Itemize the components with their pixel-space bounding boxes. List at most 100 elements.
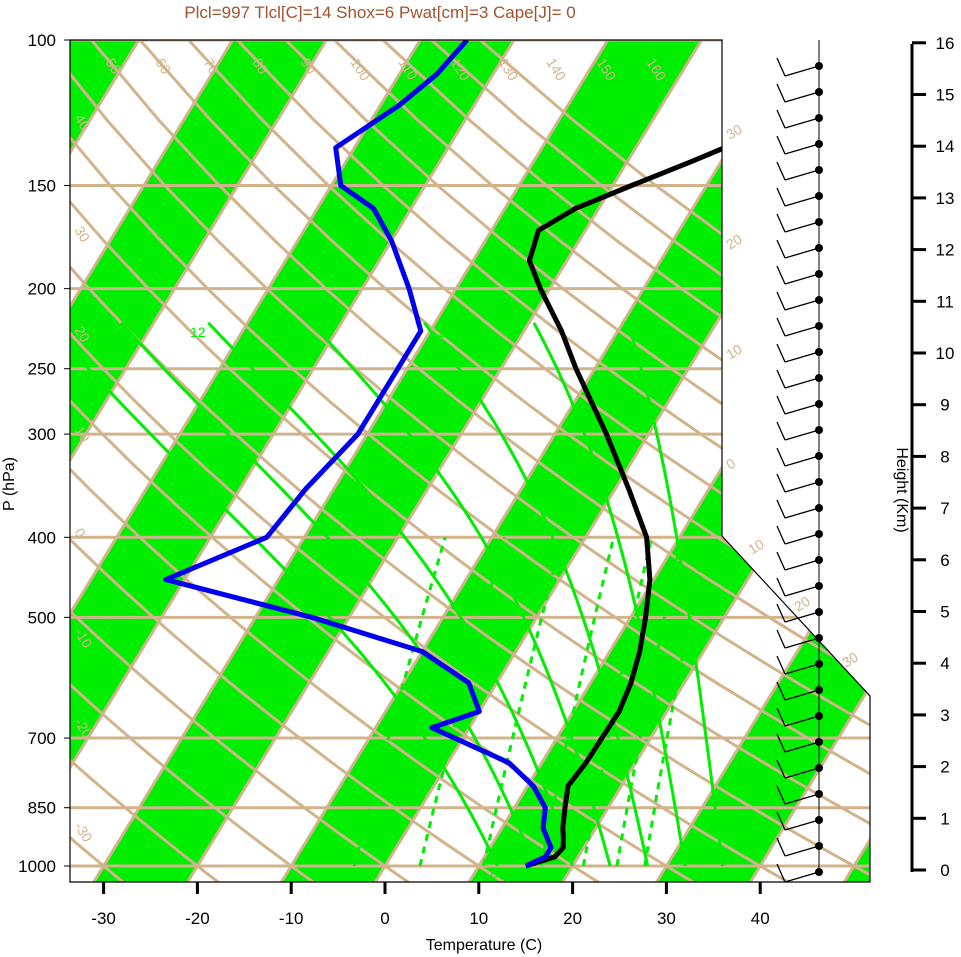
temperature-axis: -30 -20 -10 0 10 20 30 40 (91, 882, 770, 928)
moist-adiabat-line (532, 322, 687, 867)
wind-barb (784, 637, 820, 649)
temperature-tick-label: 20 (563, 909, 582, 928)
mixing-ratio-line (615, 536, 684, 867)
wind-barb (784, 559, 820, 571)
wind-barb (784, 689, 820, 701)
height-tick-label: 7 (940, 499, 949, 518)
mixing-ratio-line (643, 536, 709, 867)
height-tick-label: 2 (940, 758, 949, 777)
temperature-tick-label: 40 (751, 909, 770, 928)
wind-barb-flag (776, 811, 786, 831)
mixing-ratio-label: 24 (438, 324, 454, 340)
wind-barb (784, 247, 820, 259)
height-tick-label: 16 (936, 34, 955, 53)
plot-frame (69, 39, 871, 883)
wind-barb (784, 767, 820, 779)
isotherm-line (186, 40, 703, 882)
wind-barb-flag (776, 291, 786, 311)
dry-adiabat-line (70, 40, 602, 882)
height-tick-label: 11 (936, 292, 954, 311)
plot-area (70, 40, 870, 882)
dry-adiabat-line (70, 40, 126, 882)
wind-barb (784, 169, 820, 181)
height-tick-label: 9 (940, 396, 949, 415)
moist-adiabat-line (626, 322, 725, 867)
wind-barb (784, 507, 820, 519)
wind-barb-flag (776, 369, 786, 389)
wind-barb (784, 793, 820, 805)
isotherm-label: 40 (71, 111, 93, 133)
dry-adiabat-line (70, 40, 792, 882)
wind-barb (784, 845, 820, 857)
isotherm-line (92, 40, 610, 882)
isotherm-label: 10 (745, 536, 767, 558)
height-tick-label: 5 (940, 603, 949, 622)
pressure-tick-label: 700 (28, 729, 56, 748)
wind-barb (784, 65, 820, 77)
dry-adiabat-line (187, 40, 870, 882)
temperature-tick-label: 0 (380, 909, 389, 928)
wind-barb-flag (776, 83, 786, 103)
sounding-profiles (163, 40, 870, 869)
isotherm-line (70, 40, 328, 882)
temperature-tick-label: 10 (469, 909, 488, 928)
wind-barb-flag (776, 603, 786, 623)
height-tick-label: 12 (936, 241, 955, 260)
chart-title: Plcl=997 Tlcl[C]=14 Shox=6 Pwat[cm]=3 Ca… (184, 3, 575, 22)
wind-barb-flag (776, 447, 786, 467)
pressure-tick-label: 400 (28, 528, 56, 547)
isotherm-labels: 50 60 70 80 90 100 110 120 130 140 150 160403020100… (71, 55, 861, 845)
mixing-ratio-label: 16 (262, 324, 278, 340)
wind-barb (784, 819, 820, 831)
temperature-band (93, 40, 702, 882)
wind-barb-flag (776, 785, 786, 805)
isotherm-label: 20 (723, 231, 745, 253)
wind-barb-flag (776, 135, 786, 155)
wind-barb (784, 91, 820, 103)
wind-barb-flag (776, 161, 786, 181)
pressure-tick-label: 200 (28, 280, 56, 299)
wind-barb-flag (776, 525, 786, 545)
isotherm-label: 30 (723, 121, 745, 143)
wind-barb (784, 195, 820, 207)
wind-barb-flag (776, 707, 786, 727)
isotherm-label: 0 (723, 455, 738, 473)
wind-barb (784, 741, 820, 753)
wind-barb (784, 585, 820, 597)
temperature-profile (524, 40, 870, 869)
wind-barb-flag (776, 343, 786, 363)
wind-barbs (776, 40, 823, 883)
dry-adiabat-line (70, 40, 870, 882)
dry-adiabat-line (70, 40, 317, 882)
moist-adiabat-line (119, 321, 537, 867)
x-axis-title: Temperature (C) (426, 937, 542, 954)
dry-adiabat-line (70, 40, 870, 882)
isotherm-line (749, 40, 870, 882)
temperature-band (70, 40, 514, 882)
isotherm-line (70, 40, 516, 882)
temperature-tick-label: -30 (91, 909, 116, 928)
pressure-tick-label: 100 (28, 31, 56, 50)
wind-barb-flag (776, 629, 786, 649)
wind-barb-flag (776, 187, 786, 207)
wind-barb-flag (776, 551, 786, 571)
mixing-ratio-label: 8 (490, 865, 498, 881)
height-tick-label: 14 (936, 137, 955, 156)
isotherm-label: 70 (200, 55, 222, 77)
height-tick-label: 13 (936, 189, 955, 208)
wind-barb-flag (776, 395, 786, 415)
isotherm-line (70, 40, 234, 882)
isotherm-line (70, 40, 422, 882)
wind-barb-flag (776, 239, 786, 259)
moist-adiabat-line (70, 321, 499, 867)
pressure-tick-label: 1000 (18, 857, 56, 876)
height-tick-label: 0 (940, 861, 949, 880)
isotherm-label: 20 (71, 323, 93, 345)
isotherm-label: 30 (71, 223, 93, 245)
wind-barb-flag (776, 655, 786, 675)
wind-barb (784, 273, 820, 285)
height-tick-label: 4 (940, 654, 949, 673)
temperature-band (70, 40, 139, 882)
isotherm-label: 20 (791, 593, 813, 615)
